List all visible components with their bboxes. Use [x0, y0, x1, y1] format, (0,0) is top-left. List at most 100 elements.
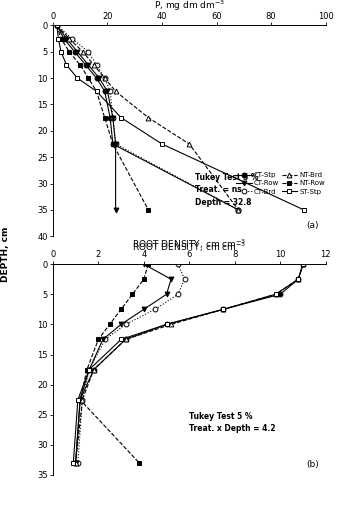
CT-Brd [86, 49, 90, 55]
CT-Brd [70, 36, 74, 42]
NT-Brd [80, 397, 85, 403]
CT-Brd [176, 291, 180, 297]
ST-Stp [76, 397, 80, 403]
ST-Stp [301, 261, 305, 267]
CT-Stp [236, 207, 240, 213]
ST-Stp [71, 460, 75, 466]
NT-Brd [221, 306, 225, 312]
CT-Stp [78, 397, 82, 403]
NT-Brd [169, 322, 173, 328]
Line: NT-Row: NT-Row [78, 262, 151, 465]
CT-Brd [183, 276, 187, 282]
Line: CT-Brd: CT-Brd [55, 23, 241, 212]
NT-Brd [114, 88, 118, 94]
CT-Row [111, 115, 115, 121]
CT-Stp [94, 75, 99, 81]
NT-Row [67, 49, 71, 55]
Line: CT-Brd: CT-Brd [75, 262, 187, 465]
Line: CT-Row: CT-Row [73, 262, 174, 465]
ST-Stp [56, 36, 60, 42]
NT-Brd [301, 261, 305, 267]
CT-Row [114, 141, 118, 147]
CT-Stp [296, 276, 300, 282]
NT-Brd [92, 62, 96, 68]
CT-Row [87, 367, 91, 373]
NT-Row [78, 62, 82, 68]
Text: Tukey Test 5 %
Treat. x Depth = 4.2: Tukey Test 5 % Treat. x Depth = 4.2 [189, 411, 276, 433]
NT-Brd [74, 460, 78, 466]
X-axis label: ROOT DENSITY, cm cm$^{-3}$: ROOT DENSITY, cm cm$^{-3}$ [132, 237, 247, 250]
Line: NT-Row: NT-Row [55, 23, 151, 212]
NT-Row [85, 367, 89, 373]
Line: CT-Row: CT-Row [55, 23, 118, 212]
CT-Stp [108, 115, 112, 121]
NT-Brd [236, 207, 240, 213]
NT-Brd [187, 141, 191, 147]
CT-Stp [74, 460, 78, 466]
Text: DEPTH, cm: DEPTH, cm [1, 226, 10, 282]
NT-Row [86, 75, 90, 81]
CT-Stp [73, 49, 77, 55]
Line: CT-Stp: CT-Stp [73, 262, 305, 465]
NT-Row [130, 291, 134, 297]
X-axis label: P, mg dm dm$^{-3}$: P, mg dm dm$^{-3}$ [154, 0, 225, 13]
CT-Brd [80, 397, 85, 403]
ST-Stp [164, 322, 168, 328]
ST-Stp [59, 49, 63, 55]
NT-Row [119, 306, 123, 312]
ST-Stp [119, 336, 123, 342]
CT-Stp [92, 367, 96, 373]
NT-Row [103, 115, 107, 121]
ST-Stp [221, 306, 225, 312]
ST-Stp [75, 75, 79, 81]
NT-Brd [55, 22, 59, 28]
NT-Row [146, 207, 150, 213]
ST-Stp [119, 115, 123, 121]
ST-Stp [64, 62, 69, 68]
CT-Row [114, 207, 118, 213]
NT-Row [78, 397, 82, 403]
NT-Brd [296, 276, 300, 282]
CT-Stp [164, 322, 168, 328]
NT-Brd [146, 115, 150, 121]
CT-Row [164, 291, 168, 297]
CT-Row [64, 36, 69, 42]
Line: CT-Stp: CT-Stp [55, 23, 241, 212]
CT-Row [78, 397, 82, 403]
CT-Stp [278, 291, 282, 297]
CT-Row [142, 261, 146, 267]
CT-Row [105, 88, 109, 94]
CT-Brd [153, 306, 157, 312]
NT-Brd [81, 49, 85, 55]
CT-Brd [76, 460, 80, 466]
Line: NT-Brd: NT-Brd [55, 23, 241, 212]
CT-Brd [111, 115, 115, 121]
CT-Stp [221, 306, 225, 312]
ST-Stp [296, 276, 300, 282]
NT-Brd [67, 36, 71, 42]
NT-Row [94, 88, 99, 94]
Line: ST-Stp: ST-Stp [71, 262, 305, 465]
CT-Stp [84, 62, 88, 68]
Text: ROOT DENSITY, cm cm$^{-3}$: ROOT DENSITY, cm cm$^{-3}$ [132, 241, 247, 254]
CT-Stp [55, 22, 59, 28]
Legend: CT-Stp, CT-Row, CT-Brd, NT-Brd, NT-Row, ST-Stp: CT-Stp, CT-Row, CT-Brd, NT-Brd, NT-Row, … [236, 172, 325, 195]
CT-Stp [103, 88, 107, 94]
ST-Stp [160, 141, 164, 147]
ST-Stp [94, 88, 99, 94]
CT-Row [101, 336, 105, 342]
CT-Brd [87, 367, 91, 373]
NT-Row [55, 22, 59, 28]
ST-Stp [87, 367, 91, 373]
NT-Row [146, 261, 150, 267]
Text: (b): (b) [307, 460, 319, 468]
ST-Stp [273, 291, 278, 297]
CT-Brd [55, 22, 59, 28]
CT-Row [119, 322, 123, 328]
CT-Brd [176, 261, 180, 267]
NT-Brd [92, 367, 96, 373]
CT-Row [86, 62, 90, 68]
CT-Row [74, 460, 78, 466]
CT-Stp [301, 261, 305, 267]
NT-Row [96, 336, 100, 342]
